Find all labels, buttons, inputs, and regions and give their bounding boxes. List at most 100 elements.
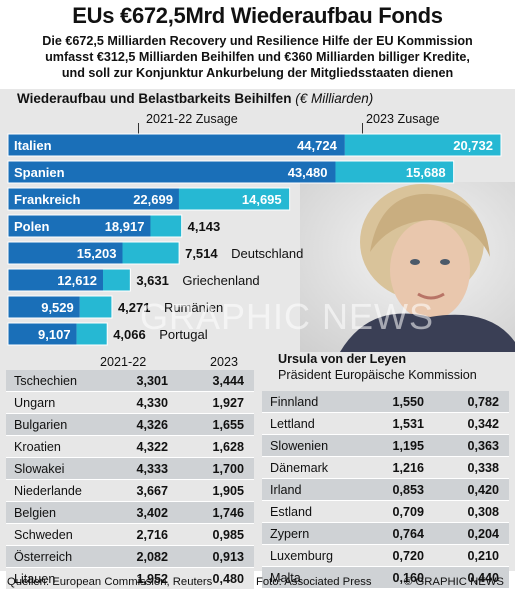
country-cell: Dänemark (262, 456, 354, 479)
table-row: Zypern 0,764 0,204 (262, 522, 509, 545)
value-label-2023: 4,271 (118, 300, 151, 315)
value-2023-cell: 1,655 (178, 413, 254, 436)
chart-title: Wiederaufbau und Belastbarkeits Beihilfe… (17, 91, 292, 106)
value-label-2023: 4,143 (188, 219, 221, 234)
value-label-2021-22: 9,107 (38, 327, 71, 342)
category-label: Rumänien (164, 300, 223, 315)
watermark: GRAPHIC NEWS (140, 296, 435, 337)
country-cell: Belgien (6, 501, 98, 524)
bar-outline (7, 214, 183, 238)
value-label-2021-22: 12,612 (57, 273, 97, 288)
legend-second-pointer (362, 123, 363, 137)
bar-2021-22 (8, 188, 179, 210)
category-label: Polen (14, 219, 49, 234)
table-row: Finnland 1,550 0,782 (262, 391, 509, 413)
table-row: Luxemburg 0,720 0,210 (262, 544, 509, 567)
person-name: Ursula von der Leyen (278, 352, 407, 366)
country-cell: Ungarn (6, 391, 98, 414)
value-label-2021-22: 43,480 (288, 165, 328, 180)
country-cell: Kroatien (6, 435, 98, 458)
chart-heading: Wiederaufbau und Belastbarkeits Beihilfe… (17, 91, 373, 106)
value-2023-cell: 0,440 (434, 566, 509, 589)
value-2023-cell: 3,444 (178, 370, 254, 392)
value-2021-cell: 4,330 (98, 391, 178, 414)
copyright: © GRAPHIC NEWS (404, 576, 504, 588)
bar-2023 (79, 296, 112, 318)
subtitle-line-2: umfasst €312,5 Milliarden Beihilfen und … (45, 50, 470, 64)
table-right: Finnland 1,550 0,782 Lettland 1,531 0,342 Slow… (262, 391, 509, 589)
category-label: Italien (14, 138, 52, 153)
value-label-2021-22: 15,203 (77, 246, 117, 261)
table-row: Niederlande 3,667 1,905 (6, 479, 254, 502)
bar-2021-22 (8, 215, 151, 237)
category-label: Deutschland (231, 246, 303, 261)
subtitle: Die €672,5 Milliarden Recovery und Resil… (6, 33, 509, 81)
value-2023-cell: 0,308 (434, 500, 509, 523)
value-2023-cell: 1,905 (178, 479, 254, 502)
bar-2023 (76, 323, 108, 345)
country-cell: Finnland (262, 391, 354, 413)
table-row: Malta 0,160 0,440 (262, 566, 509, 589)
value-2023-cell: 1,700 (178, 457, 254, 480)
country-cell: Slowenien (262, 434, 354, 457)
country-cell: Niederlande (6, 479, 98, 502)
value-label-2021-22: 44,724 (297, 138, 338, 153)
value-2021-cell: 2,716 (98, 523, 178, 546)
value-2023-cell: 1,927 (178, 391, 254, 414)
value-2021-cell: 3,402 (98, 501, 178, 524)
table-header-2021: 2021-22 (100, 355, 147, 369)
value-2023-cell: 0,342 (434, 412, 509, 435)
value-2021-cell: 4,326 (98, 413, 178, 436)
value-label-2023: 4,066 (113, 327, 146, 342)
value-label-2023: 15,688 (406, 165, 446, 180)
legend-second: 2023 Zusage (366, 112, 440, 126)
table-row: Slowakei 4,333 1,700 (6, 457, 254, 480)
legend-first: 2021-22 Zusage (146, 112, 238, 126)
bar-outline (7, 322, 108, 346)
bar-2023 (150, 215, 182, 237)
value-label-2023: 7,514 (185, 246, 218, 261)
chart-unit: (€ Milliarden) (295, 91, 374, 106)
value-2021-cell: 1,531 (354, 412, 434, 435)
value-2021-cell: 0,709 (354, 500, 434, 523)
bar-outline (7, 268, 131, 292)
value-2021-cell: 3,301 (98, 370, 178, 392)
bar-outline (7, 187, 291, 211)
value-2021-cell: 3,667 (98, 479, 178, 502)
table-row: Litauen 1,952 0,480 (6, 567, 254, 590)
bar-2021-22 (8, 161, 336, 183)
category-label: Portugal (159, 327, 208, 342)
table-row: Belgien 3,402 1,746 (6, 501, 254, 524)
value-label-2021-22: 22,699 (133, 192, 173, 207)
value-label-2021-22: 18,917 (105, 219, 145, 234)
value-label-2023: 14,695 (242, 192, 282, 207)
country-cell: Slowakei (6, 457, 98, 480)
value-2021-cell: 0,764 (354, 522, 434, 545)
country-cell: Irland (262, 478, 354, 501)
bar-2021-22 (8, 242, 123, 264)
value-2023-cell: 0,782 (434, 391, 509, 413)
table-row: Dänemark 1,216 0,338 (262, 456, 509, 479)
value-2023-cell: 0,913 (178, 545, 254, 568)
value-2021-cell: 1,195 (354, 434, 434, 457)
country-cell: Tschechien (6, 370, 98, 392)
table-row: Slowenien 1,195 0,363 (262, 434, 509, 457)
table-row: Ungarn 4,330 1,927 (6, 391, 254, 414)
value-2023-cell: 0,480 (178, 567, 254, 590)
category-label: Spanien (14, 165, 65, 180)
bar-2023 (178, 188, 290, 210)
value-2021-cell: 4,333 (98, 457, 178, 480)
sources: Quellen: European Commission, Reuters (7, 576, 213, 588)
category-label: Frankreich (14, 192, 81, 207)
country-cell: Zypern (262, 522, 354, 545)
value-label-2023: 20,732 (453, 138, 493, 153)
country-cell: Österreich (6, 545, 98, 568)
bar-outline (7, 295, 113, 319)
country-cell: Luxemburg (262, 544, 354, 567)
table-left: Tschechien 3,301 3,444 Ungarn 4,330 1,927 Bulg… (6, 370, 254, 590)
bar-2023 (335, 161, 454, 183)
bar-2021-22 (8, 323, 77, 345)
country-cell: Bulgarien (6, 413, 98, 436)
country-cell: Schweden (6, 523, 98, 546)
